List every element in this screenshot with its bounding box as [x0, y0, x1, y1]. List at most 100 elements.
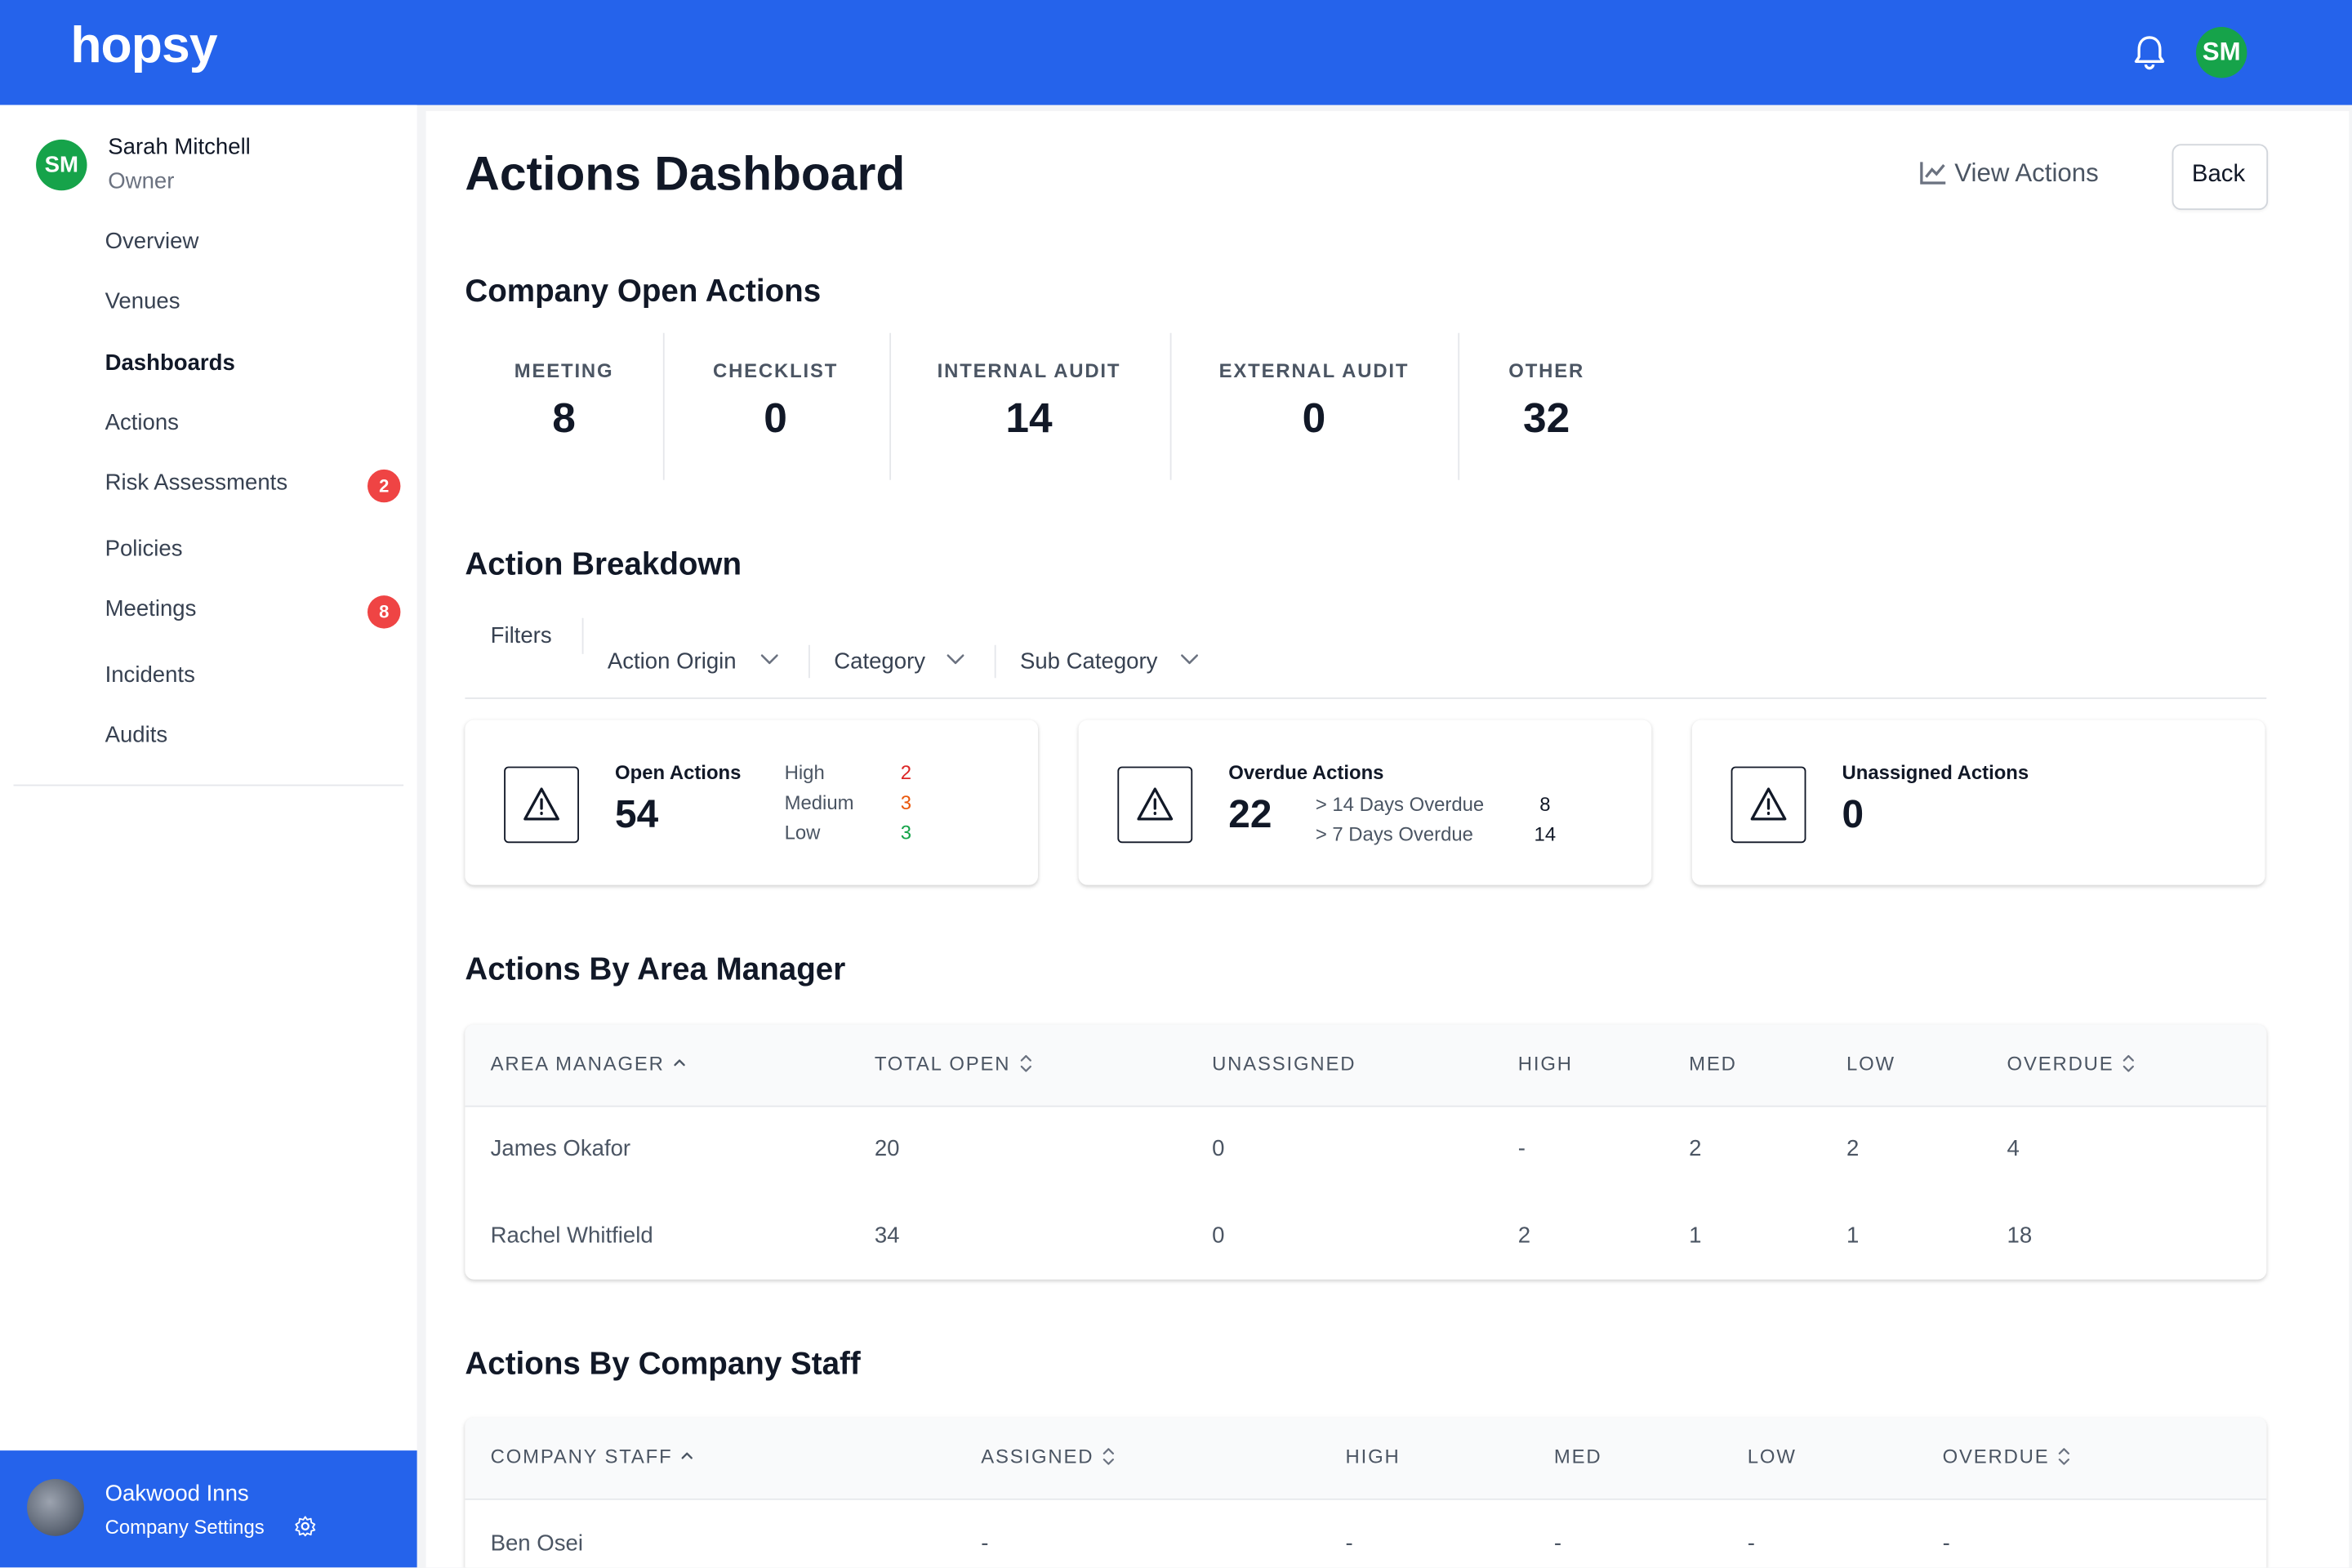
nav-item[interactable]: Venues [105, 288, 180, 314]
card-row-label: > 7 Days Overdue [1315, 822, 1473, 846]
column-header: LOW [1846, 1052, 1895, 1076]
table-cell: - [1942, 1530, 1950, 1557]
table-cell: 34 [874, 1223, 900, 1250]
stat-value: 8 [552, 394, 576, 442]
warning-icon [1137, 787, 1174, 821]
warning-icon [523, 787, 559, 821]
column-header[interactable]: OVERDUE [1942, 1445, 2050, 1468]
logo: hopsy [70, 17, 217, 74]
filter-dropdown[interactable]: Category [834, 648, 926, 675]
summary-card [465, 719, 1039, 885]
column-header[interactable]: ASSIGNED [981, 1445, 1094, 1468]
stat-value: 32 [1523, 394, 1570, 442]
nav-badge [368, 469, 401, 503]
card-row-label: High [784, 761, 825, 784]
view-actions-link[interactable]: View Actions [1954, 158, 2099, 188]
card-row-label: > 14 Days Overdue [1315, 792, 1485, 816]
column-header: UNASSIGNED [1212, 1052, 1356, 1076]
stat-label: EXTERNAL AUDIT [1218, 359, 1410, 382]
table-cell: - [1345, 1530, 1353, 1557]
back-button[interactable] [2172, 144, 2269, 211]
table-cell: 2 [1689, 1136, 1702, 1162]
summary-card [1691, 719, 2265, 885]
stat-divider [889, 332, 892, 480]
filter-divider [994, 644, 996, 679]
stat-divider [1458, 332, 1460, 480]
company-name: Oakwood Inns [105, 1481, 249, 1508]
filter-dropdown[interactable]: Sub Category [1019, 648, 1158, 675]
column-header: HIGH [1517, 1052, 1573, 1076]
section-title: Company Open Actions [465, 274, 822, 310]
card-row-value: 2 [900, 761, 912, 784]
card-value: 0 [1842, 791, 1864, 836]
divider [13, 784, 404, 786]
card-row-label: Medium [784, 791, 854, 814]
table-cell: Ben Osei [490, 1530, 583, 1557]
sidebar [0, 105, 417, 1568]
warning-icon [1750, 787, 1787, 821]
column-header: LOW [1747, 1445, 1797, 1468]
notifications-bell[interactable] [2132, 33, 2167, 72]
filters-label: Filters [490, 623, 552, 649]
header-avatar-initials: SM [2202, 37, 2241, 66]
filter-divider [808, 644, 810, 679]
filter-dropdown[interactable]: Action Origin [607, 648, 737, 675]
filter-divider [581, 617, 584, 654]
chevron-icon [760, 654, 778, 665]
nav-badge-count: 2 [379, 475, 390, 497]
nav-badge-count: 8 [379, 601, 390, 623]
card-row-value: 8 [1539, 792, 1551, 816]
table-cell: James Okafor [490, 1136, 631, 1162]
back-button-label[interactable]: Back [2191, 162, 2246, 188]
chevron-icon [947, 654, 964, 665]
nav-item[interactable]: Actions [105, 410, 179, 436]
card-title: Open Actions [615, 761, 742, 784]
stat-label: CHECKLIST [713, 359, 839, 382]
card-row-value: 14 [1534, 822, 1557, 846]
table-cell: - [981, 1530, 989, 1557]
table-cell: 1 [1689, 1223, 1702, 1250]
column-header[interactable]: TOTAL OPEN [874, 1052, 1011, 1076]
settings-icon[interactable] [294, 1515, 317, 1538]
card-title: Overdue Actions [1228, 761, 1384, 784]
header-avatar[interactable] [2195, 27, 2247, 78]
nav-item[interactable]: Dashboards [105, 350, 235, 376]
table-cell: 1 [1846, 1223, 1860, 1250]
card-value: 22 [1228, 791, 1272, 836]
stat-label: INTERNAL AUDIT [937, 359, 1121, 382]
chart-icon [1920, 162, 1946, 185]
company-avatar [27, 1479, 84, 1536]
section-title: Actions By Company Staff [465, 1347, 861, 1382]
sort-icon [674, 1059, 685, 1067]
sort-icon [1020, 1054, 1031, 1072]
stat-divider [1169, 332, 1172, 480]
nav-badge [368, 595, 401, 629]
nav-item[interactable]: Overview [105, 229, 199, 255]
card-row-value: 3 [900, 791, 912, 814]
table-cell: - [1747, 1530, 1755, 1557]
sort-icon [2059, 1448, 2070, 1465]
column-header[interactable]: AREA MANAGER [490, 1052, 665, 1076]
card-row-value: 3 [900, 821, 912, 844]
table-cell: - [1517, 1136, 1526, 1162]
column-header[interactable]: OVERDUE [2007, 1052, 2114, 1076]
nav-item[interactable]: Risk Assessments [105, 470, 288, 497]
card-row-label: Low [784, 821, 821, 844]
nav-item[interactable]: Audits [105, 722, 168, 748]
table-cell: 0 [1212, 1223, 1225, 1250]
nav-item[interactable]: Incidents [105, 662, 195, 688]
table-cell: 4 [2007, 1136, 2020, 1162]
card-value: 54 [615, 791, 659, 836]
user-avatar [36, 139, 87, 191]
nav-item[interactable]: Meetings [105, 596, 197, 622]
column-header: HIGH [1345, 1445, 1401, 1468]
warning-icon-box [1117, 766, 1193, 844]
column-header[interactable]: COMPANY STAFF [490, 1445, 673, 1468]
table-cell: 2 [1846, 1136, 1860, 1162]
stat-label: MEETING [514, 359, 614, 382]
user-initials: SM [44, 152, 78, 178]
company-settings-link[interactable]: Company Settings [105, 1516, 265, 1539]
nav-item[interactable]: Policies [105, 536, 183, 562]
